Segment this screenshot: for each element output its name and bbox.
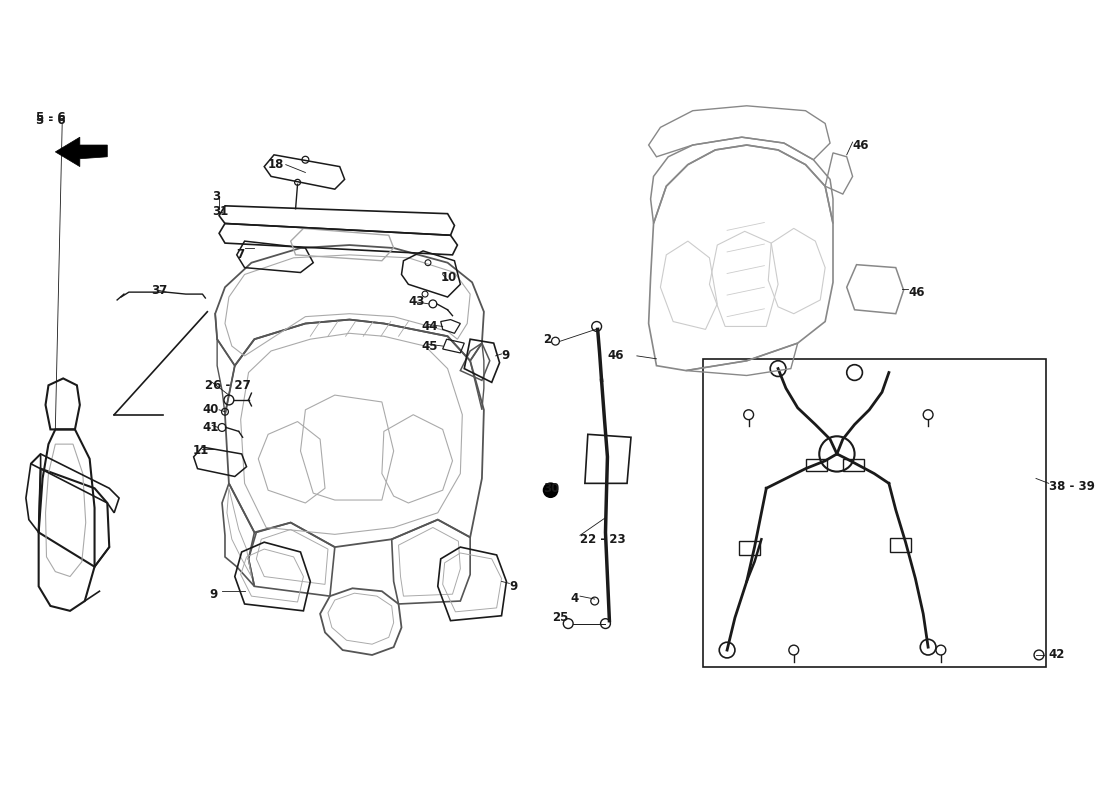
Text: 18: 18 bbox=[268, 158, 285, 171]
Text: 31: 31 bbox=[212, 206, 229, 218]
Text: 5 - 6: 5 - 6 bbox=[35, 114, 65, 127]
Text: 22 - 23: 22 - 23 bbox=[580, 533, 626, 546]
Text: 26 - 27: 26 - 27 bbox=[206, 378, 251, 392]
Circle shape bbox=[542, 482, 559, 498]
Text: 2: 2 bbox=[542, 333, 551, 346]
Text: 43: 43 bbox=[408, 295, 425, 309]
Text: 42: 42 bbox=[1048, 649, 1065, 662]
Text: 11: 11 bbox=[192, 445, 209, 458]
Text: 10: 10 bbox=[441, 271, 456, 284]
Text: 3: 3 bbox=[212, 190, 220, 202]
Text: 44: 44 bbox=[421, 320, 438, 333]
Text: 41: 41 bbox=[202, 421, 219, 434]
Text: 9: 9 bbox=[502, 350, 509, 362]
Text: 38 - 39: 38 - 39 bbox=[1048, 480, 1094, 493]
Text: 9: 9 bbox=[509, 580, 518, 593]
Text: 46: 46 bbox=[852, 138, 869, 151]
Text: 7: 7 bbox=[236, 248, 245, 262]
Text: 40: 40 bbox=[202, 403, 219, 416]
Text: 25: 25 bbox=[552, 611, 569, 624]
Text: 37: 37 bbox=[152, 284, 167, 297]
Text: 9: 9 bbox=[209, 588, 218, 601]
Text: 46: 46 bbox=[607, 350, 624, 362]
Text: 4: 4 bbox=[570, 591, 579, 605]
Polygon shape bbox=[55, 137, 108, 166]
Text: 46: 46 bbox=[909, 286, 925, 298]
Text: 30: 30 bbox=[542, 482, 559, 494]
Text: 45: 45 bbox=[421, 339, 438, 353]
Text: 5 - 6: 5 - 6 bbox=[35, 111, 65, 124]
